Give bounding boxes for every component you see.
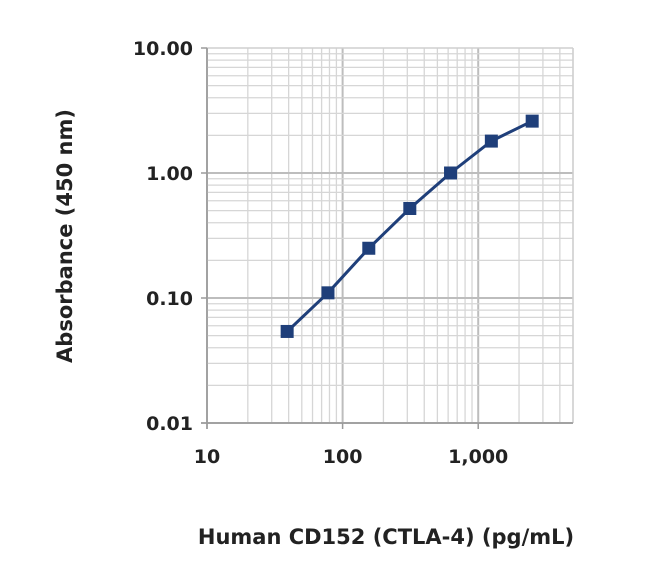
data-point-marker bbox=[444, 166, 458, 180]
data-point-marker bbox=[525, 114, 539, 128]
plot-area bbox=[207, 48, 573, 423]
x-axis-title: Human CD152 (CTLA-4) (pg/mL) bbox=[198, 525, 574, 549]
y-tick-label: 0.01 bbox=[146, 413, 193, 435]
x-tick-label: 1,000 bbox=[448, 446, 508, 468]
y-tick-label: 10.00 bbox=[133, 38, 193, 60]
y-axis-title: Absorbance (450 nm) bbox=[53, 109, 77, 363]
x-axis-tick-labels: 10 100 1,000 bbox=[194, 446, 508, 468]
data-point-marker bbox=[280, 324, 294, 338]
y-tick-label: 1.00 bbox=[146, 163, 193, 185]
y-tick-label: 0.10 bbox=[146, 288, 193, 310]
grid-lines bbox=[201, 47, 574, 429]
data-point-marker bbox=[484, 134, 498, 148]
data-point-marker bbox=[321, 286, 335, 300]
x-tick-label: 100 bbox=[323, 446, 363, 468]
data-point-marker bbox=[403, 201, 417, 215]
x-tick-label: 10 bbox=[194, 446, 220, 468]
data-point-marker bbox=[362, 241, 376, 255]
y-axis-tick-labels: 0.01 0.10 1.00 10.00 bbox=[133, 38, 193, 435]
data-series bbox=[280, 114, 539, 338]
